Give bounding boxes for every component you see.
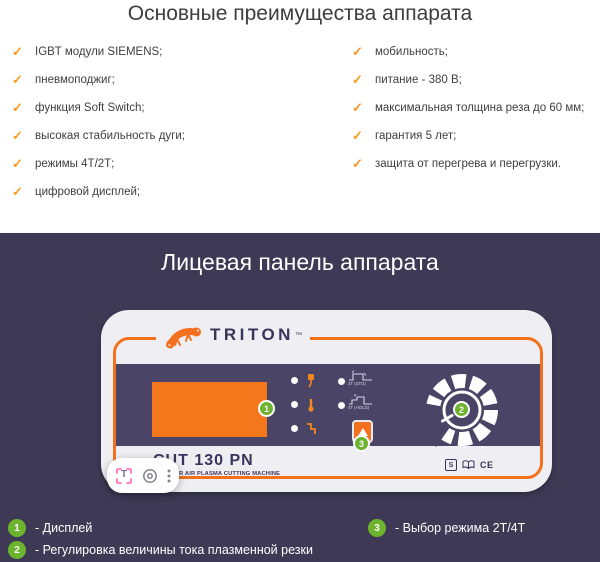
mode-2t-label: 2T (STD) [348, 382, 366, 387]
led-power [291, 376, 298, 384]
marker-badge-display: 1 [258, 400, 275, 417]
translate-t-label: T [120, 468, 128, 480]
led-overload [291, 424, 298, 432]
legend-item-display: 1 - Дисплей [8, 519, 92, 537]
cert-s-mark: S [445, 459, 457, 471]
advantage-text: режимы 4Т/2Т; [35, 158, 115, 170]
advantages-left-column: ✓ IGBT модули SIEMENS; ✓ пневмоподжиг; ✓… [12, 38, 185, 206]
step-signal-icon [307, 423, 316, 434]
check-icon: ✓ [352, 44, 363, 59]
advantage-text: функция Soft Switch; [35, 102, 145, 114]
check-icon: ✓ [352, 100, 363, 115]
manual-book-icon [462, 460, 475, 470]
list-item: ✓ пневмоподжиг; [12, 66, 185, 94]
check-icon: ✓ [352, 128, 363, 143]
marker-badge-knob: 2 [453, 401, 470, 418]
check-icon: ✓ [12, 128, 23, 143]
advantages-section: Основные преимущества аппарата ✓ IGBT мо… [0, 0, 600, 233]
mode-4t-label: 4T (HOLD) [348, 406, 370, 411]
advantage-text: пневмоподжиг; [35, 74, 115, 86]
advantage-text: защита от перегрева и перегрузки. [375, 158, 562, 170]
list-item: ✓ IGBT модули SIEMENS; [12, 38, 185, 66]
torch-icon [308, 374, 314, 388]
digital-display [152, 382, 267, 437]
control-strip: 1 2T (STD) [116, 364, 540, 452]
gecko-icon [166, 327, 201, 349]
check-icon: ✓ [12, 44, 23, 59]
check-icon: ✓ [12, 72, 23, 87]
legend-text: - Выбор режима 2Т/4Т [395, 521, 526, 535]
trademark-symbol: ™ [294, 331, 302, 339]
mode-4t-group: 4T (HOLD) [348, 394, 377, 412]
advantages-right-column: ✓ мобильность; ✓ питание - 380 В; ✓ макс… [352, 38, 584, 178]
capture-brackets-icon [116, 467, 132, 484]
list-item: ✓ питание - 380 В; [352, 66, 584, 94]
led-overheat [291, 400, 298, 408]
legend-number-badge: 1 [8, 519, 26, 537]
waveform-2t-icon [349, 370, 372, 381]
legend-number-badge: 3 [368, 519, 386, 537]
advantage-text: высокая стабильность дуги; [35, 130, 185, 142]
list-item: ✓ максимальная толщина реза до 60 мм; [352, 94, 584, 122]
advantage-text: максимальная толщина реза до 60 мм; [375, 102, 585, 114]
list-item: ✓ цифровой дисплей; [12, 178, 185, 206]
waveform-4t-icon [349, 394, 372, 405]
image-search-button[interactable] [141, 467, 159, 485]
model-subtitle: INVERTER AIR PLASMA CUTTING MACHINE [153, 471, 281, 477]
list-item: ✓ режимы 4Т/2Т; [12, 150, 185, 178]
check-icon: ✓ [12, 100, 23, 115]
advantage-text: гарантия 5 лет; [375, 130, 457, 142]
marker-badge-mode: 3 [353, 435, 370, 452]
legend-text: - Дисплей [35, 521, 93, 535]
legend-text: - Регулировка величины тока плазменной р… [35, 543, 313, 557]
advantage-text: мобильность; [375, 46, 448, 58]
mode-2t-group: 2T (STD) [348, 370, 374, 388]
advantage-text: цифровой дисплей; [35, 186, 141, 198]
panel-orange-frame [113, 337, 543, 479]
advantage-text: питание - 380 В; [375, 74, 462, 86]
extension-toolbar[interactable]: T [107, 458, 179, 493]
list-item: ✓ защита от перегрева и перегрузки. [352, 150, 584, 178]
led-mode-2t [338, 377, 345, 385]
front-panel-title: Лицевая панель аппарата [161, 249, 439, 275]
vertical-dots-icon [167, 469, 171, 482]
legend-item-current: 2 - Регулировка величины тока плазменной… [8, 541, 313, 559]
list-item: ✓ мобильность; [352, 38, 584, 66]
brand-name: TRITON [210, 325, 294, 344]
lens-icon [143, 468, 157, 483]
front-panel-section: Лицевая панель аппарата TRITON ™ 1 [0, 233, 600, 562]
check-icon: ✓ [12, 184, 23, 199]
more-menu-button[interactable] [167, 469, 171, 483]
check-icon: ✓ [12, 156, 23, 171]
model-name: CUT 130 PN [153, 452, 254, 469]
legend-item-mode: 3 - Выбор режима 2Т/4Т [368, 519, 525, 537]
check-icon: ✓ [352, 156, 363, 171]
ce-mark: CE [480, 460, 494, 470]
list-item: ✓ функция Soft Switch; [12, 94, 185, 122]
legend-number-badge: 2 [8, 541, 26, 559]
brand-logo: TRITON ™ [156, 316, 310, 354]
certification-marks: S CE [445, 459, 494, 471]
thermometer-icon [308, 399, 314, 412]
model-block: CUT 130 PN INVERTER AIR PLASMA CUTTING M… [153, 452, 308, 478]
advantage-text: IGBT модули SIEMENS; [35, 46, 163, 58]
advantages-title: Основные преимущества аппарата [127, 2, 473, 25]
led-mode-4t [338, 401, 345, 409]
machine-panel-image: TRITON ™ 1 [101, 310, 552, 492]
list-item: ✓ гарантия 5 лет; [352, 122, 584, 150]
translate-capture-button[interactable]: T [115, 467, 133, 485]
triangle-up-icon [357, 427, 368, 436]
current-knob [417, 372, 500, 448]
list-item: ✓ высокая стабильность дуги; [12, 122, 185, 150]
check-icon: ✓ [352, 72, 363, 87]
knob-dial-icon [417, 374, 498, 447]
